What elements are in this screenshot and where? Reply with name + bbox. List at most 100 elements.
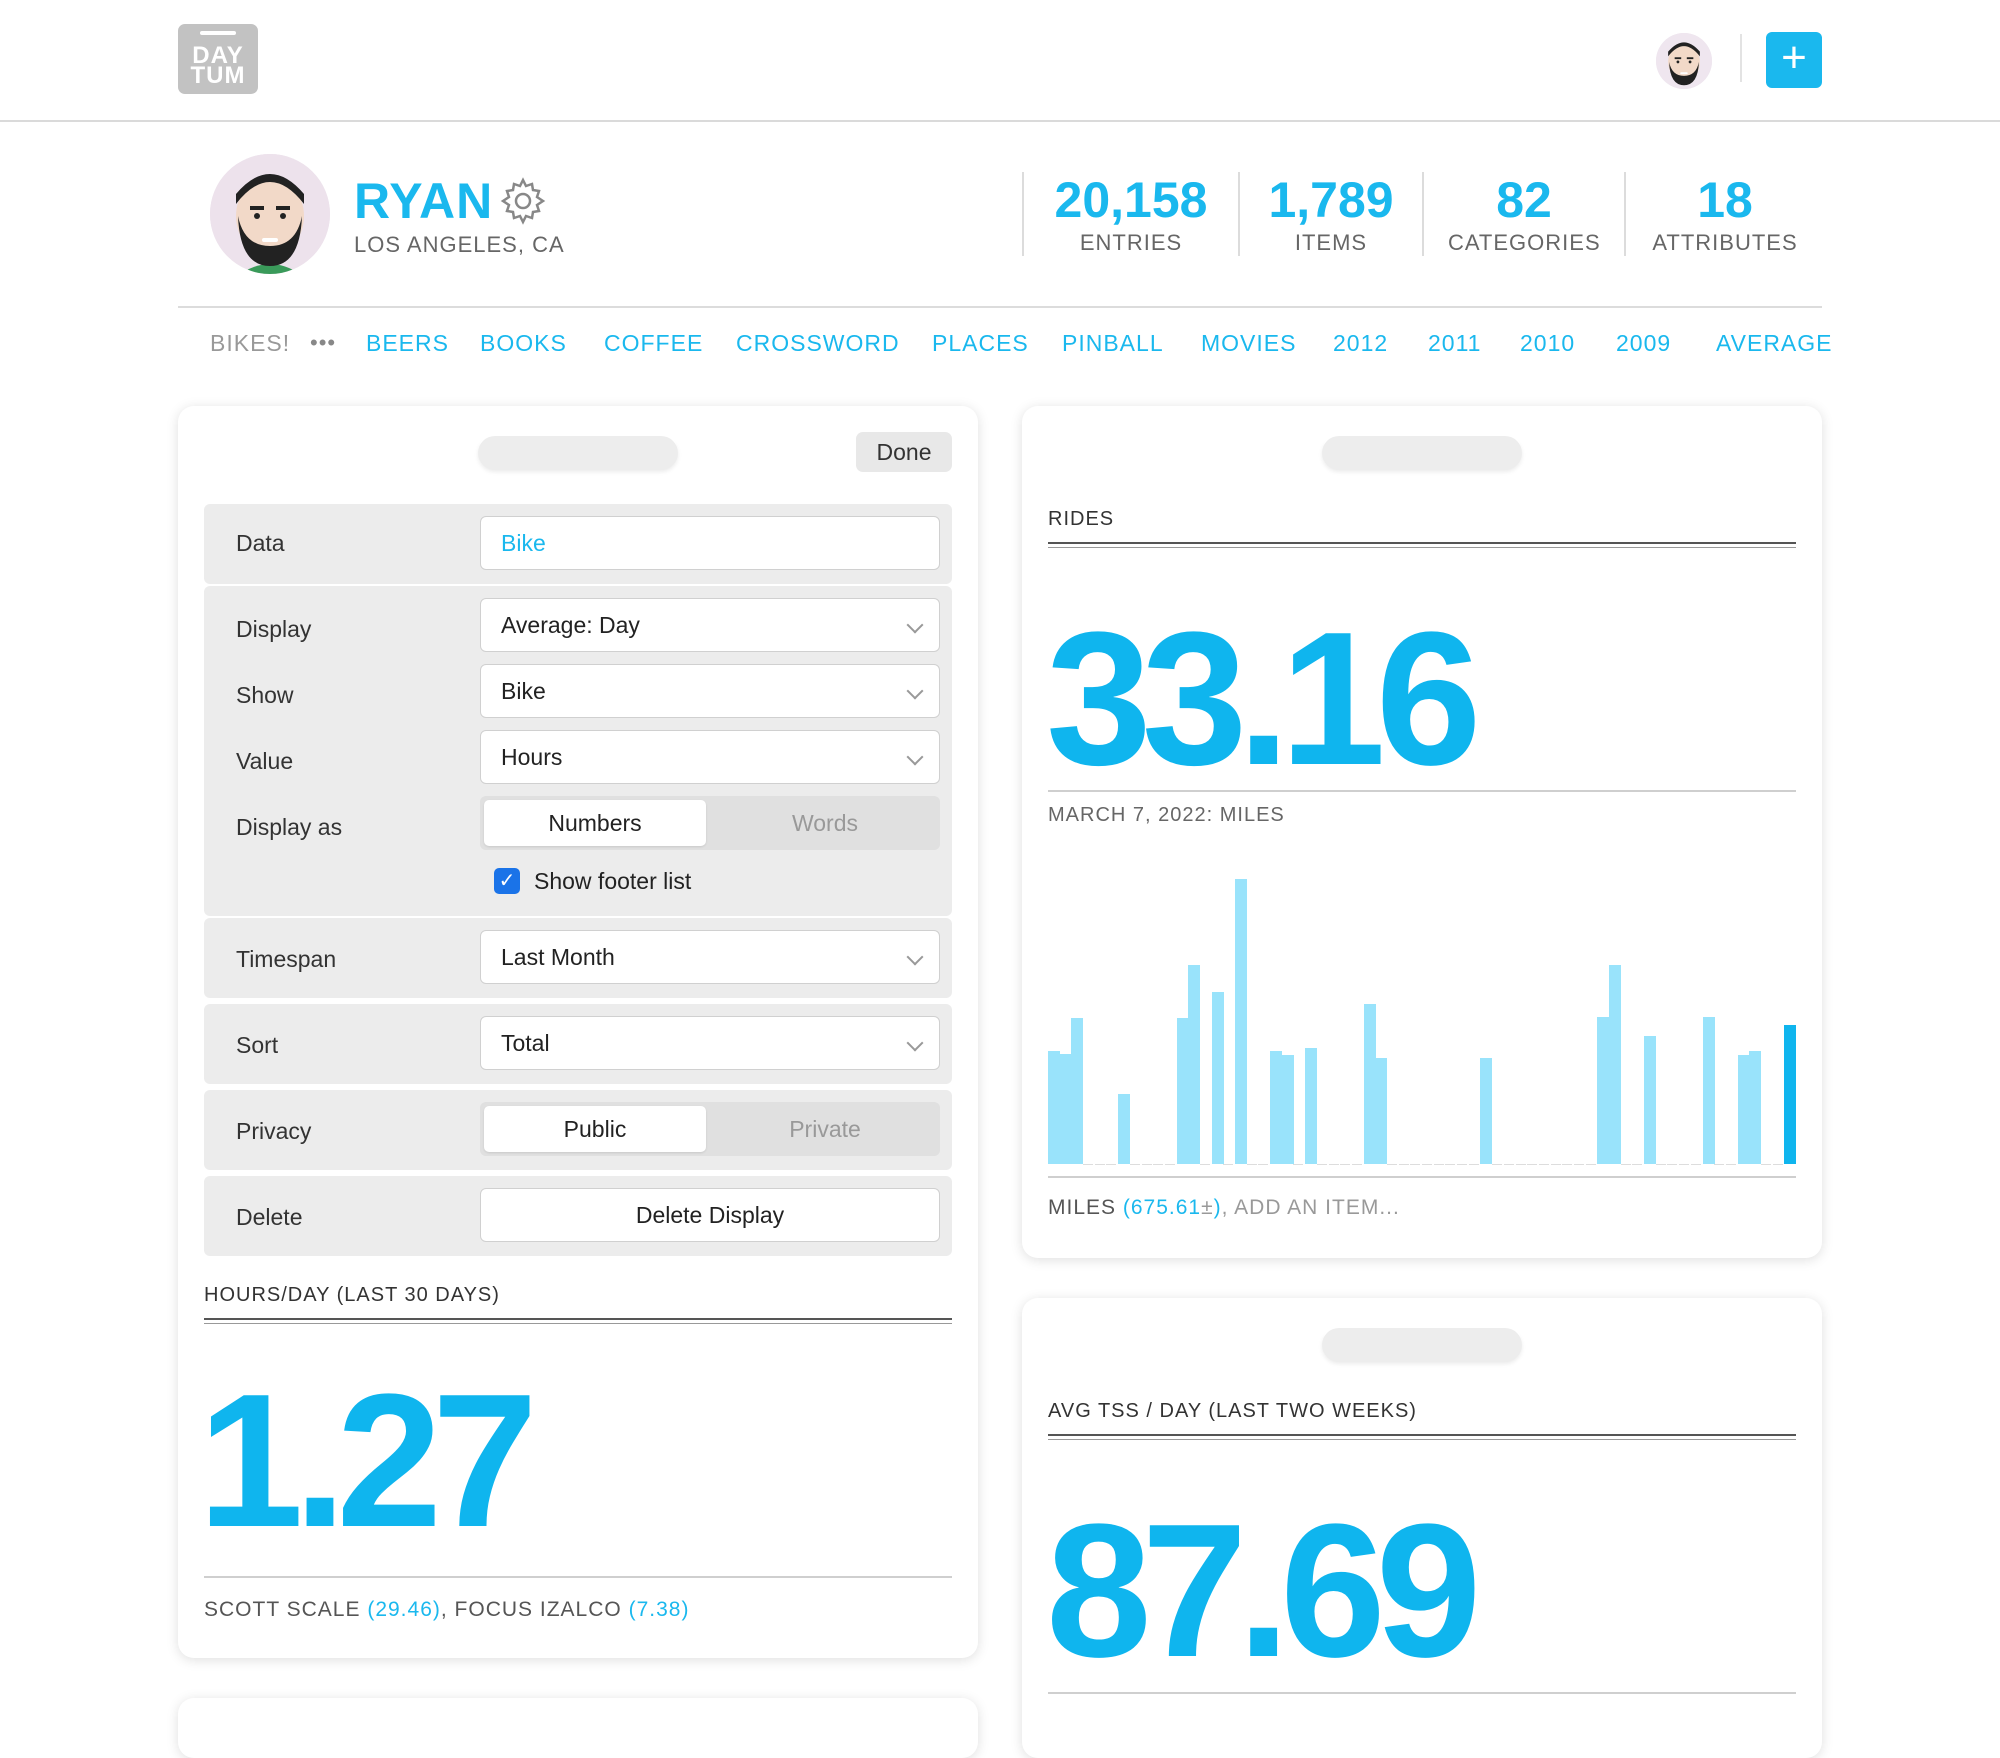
top-bar: DAY TUM + <box>0 0 2000 122</box>
stat-categories[interactable]: 82 CATEGORIES <box>1448 170 1600 256</box>
chart-empty-tick <box>1094 1164 1105 1165</box>
plus-minus-icon[interactable]: ± <box>1201 1196 1214 1219</box>
nav-item[interactable]: 2012 <box>1333 330 1389 356</box>
chart-bar[interactable] <box>1644 1035 1657 1164</box>
chart-empty-tick <box>1573 1164 1584 1165</box>
chart-empty-tick <box>1550 1164 1561 1165</box>
chart-bar[interactable] <box>1281 1054 1294 1164</box>
title-rule <box>1048 542 1796 548</box>
data-input[interactable]: Bike <box>480 516 940 570</box>
timespan-row: Timespan Last Month <box>204 918 952 998</box>
chart-bar[interactable] <box>1059 1053 1072 1164</box>
chart-empty-tick <box>1620 1164 1631 1165</box>
footer-list-label[interactable]: Show footer list <box>534 868 692 894</box>
chart-bar[interactable] <box>1305 1047 1318 1164</box>
chart-bar[interactable] <box>1597 1017 1610 1164</box>
add-entry-button[interactable]: + <box>1766 32 1822 88</box>
display-select-value: Average: Day <box>501 612 640 638</box>
chart-bar[interactable] <box>1784 1024 1797 1164</box>
drag-handle[interactable] <box>478 436 678 470</box>
show-select-value: Bike <box>501 678 546 704</box>
daytum-logo[interactable]: DAY TUM <box>178 24 258 94</box>
chart-bar[interactable] <box>1737 1054 1750 1164</box>
chart-bar[interactable] <box>1375 1058 1388 1164</box>
footer-close: ) <box>1213 1196 1222 1219</box>
sort-select[interactable]: Total <box>480 1016 940 1070</box>
rides-value: 33.16 <box>1046 593 1481 805</box>
chart-bar[interactable] <box>1071 1017 1084 1164</box>
chart-bar[interactable] <box>1188 965 1201 1164</box>
stat-value: 82 <box>1496 172 1552 228</box>
nav-item[interactable]: BOOKS <box>480 330 567 356</box>
chart-bar[interactable] <box>1363 1004 1376 1164</box>
nav-item[interactable]: 2011 <box>1428 330 1482 356</box>
value-select[interactable]: Hours <box>480 730 940 784</box>
chart-empty-tick <box>1398 1164 1409 1165</box>
chart-empty-tick <box>1527 1164 1538 1165</box>
add-item-link[interactable]: , ADD AN ITEM... <box>1221 1196 1400 1219</box>
chart-bar[interactable] <box>1048 1050 1060 1164</box>
footer-list-checkbox[interactable]: ✓ <box>494 868 520 894</box>
footer-item-value[interactable]: (29.46) <box>367 1598 441 1621</box>
nav-item[interactable]: MOVIES <box>1201 330 1297 356</box>
nav-item[interactable]: AVERAGE <box>1716 330 1833 356</box>
chart-bar[interactable] <box>1118 1094 1131 1164</box>
nav-item[interactable]: COFFEE <box>604 330 704 356</box>
chart-bar[interactable] <box>1235 879 1247 1164</box>
drag-handle[interactable] <box>1322 436 1522 470</box>
chart-bar[interactable] <box>1702 1017 1715 1164</box>
rides-footer: MILES (675.61±), ADD AN ITEM... <box>1048 1196 1400 1220</box>
chart-empty-tick <box>1386 1164 1397 1165</box>
timespan-label: Timespan <box>236 946 337 972</box>
top-divider <box>1740 34 1742 82</box>
drag-handle[interactable] <box>1322 1328 1522 1362</box>
nav-item[interactable]: BEERS <box>366 330 449 356</box>
chart-empty-tick <box>1164 1164 1175 1165</box>
stat-items[interactable]: 1,789 ITEMS <box>1264 170 1398 256</box>
chart-bar[interactable] <box>1749 1051 1762 1164</box>
footer-value[interactable]: (675.61 <box>1122 1196 1202 1219</box>
display-select[interactable]: Average: Day <box>480 598 940 652</box>
chart-empty-tick <box>1340 1164 1351 1165</box>
chart-empty-tick <box>1457 1164 1468 1165</box>
display-as-toggle: Numbers Words <box>480 796 940 850</box>
chart-bar[interactable] <box>1609 965 1621 1164</box>
chart-empty-tick <box>1199 1164 1210 1165</box>
profile-location: LOS ANGELES, CA <box>354 232 565 257</box>
sort-select-value: Total <box>501 1030 550 1056</box>
miles-chart <box>1048 854 1797 1566</box>
footer-item-value[interactable]: (7.38) <box>628 1598 690 1621</box>
chart-bar[interactable] <box>1270 1050 1283 1164</box>
nav-item[interactable]: 2009 <box>1616 330 1672 356</box>
privacy-public[interactable]: Public <box>484 1106 706 1152</box>
display-as-numbers[interactable]: Numbers <box>484 800 706 846</box>
nav-item[interactable]: CROSSWORD <box>736 330 900 356</box>
chart-empty-tick <box>1351 1164 1362 1165</box>
delete-display-button[interactable]: Delete Display <box>480 1188 940 1242</box>
timespan-select[interactable]: Last Month <box>480 930 940 984</box>
display-as-words[interactable]: Words <box>791 810 859 836</box>
nav-item[interactable]: PLACES <box>932 330 1029 356</box>
privacy-private[interactable]: Private <box>789 1116 861 1142</box>
title-rule <box>204 1318 952 1324</box>
nav-item[interactable]: PINBALL <box>1062 330 1164 356</box>
stat-entries[interactable]: 20,158 ENTRIES <box>1052 170 1210 256</box>
footer-item-name: FOCUS IZALCO <box>454 1598 622 1621</box>
gear-icon[interactable] <box>498 176 548 226</box>
stat-divider <box>1624 172 1626 256</box>
stat-value: 18 <box>1697 172 1753 228</box>
value-select-value: Hours <box>501 744 563 770</box>
nav-item[interactable]: 2010 <box>1520 330 1576 356</box>
user-avatar[interactable] <box>1656 33 1712 89</box>
show-select[interactable]: Bike <box>480 664 940 718</box>
chart-empty-tick <box>1258 1164 1269 1165</box>
nav-item-current[interactable]: BIKES! <box>210 330 291 356</box>
stat-attributes[interactable]: 18 ATTRIBUTES <box>1650 170 1800 256</box>
chart-bar[interactable] <box>1211 991 1224 1164</box>
chart-empty-tick <box>1083 1164 1094 1165</box>
chart-bar[interactable] <box>1480 1057 1493 1164</box>
chart-bar[interactable] <box>1176 1018 1189 1164</box>
tss-value: 87.69 <box>1046 1485 1481 1697</box>
more-icon[interactable]: ••• <box>310 330 337 355</box>
done-button[interactable]: Done <box>856 432 952 472</box>
